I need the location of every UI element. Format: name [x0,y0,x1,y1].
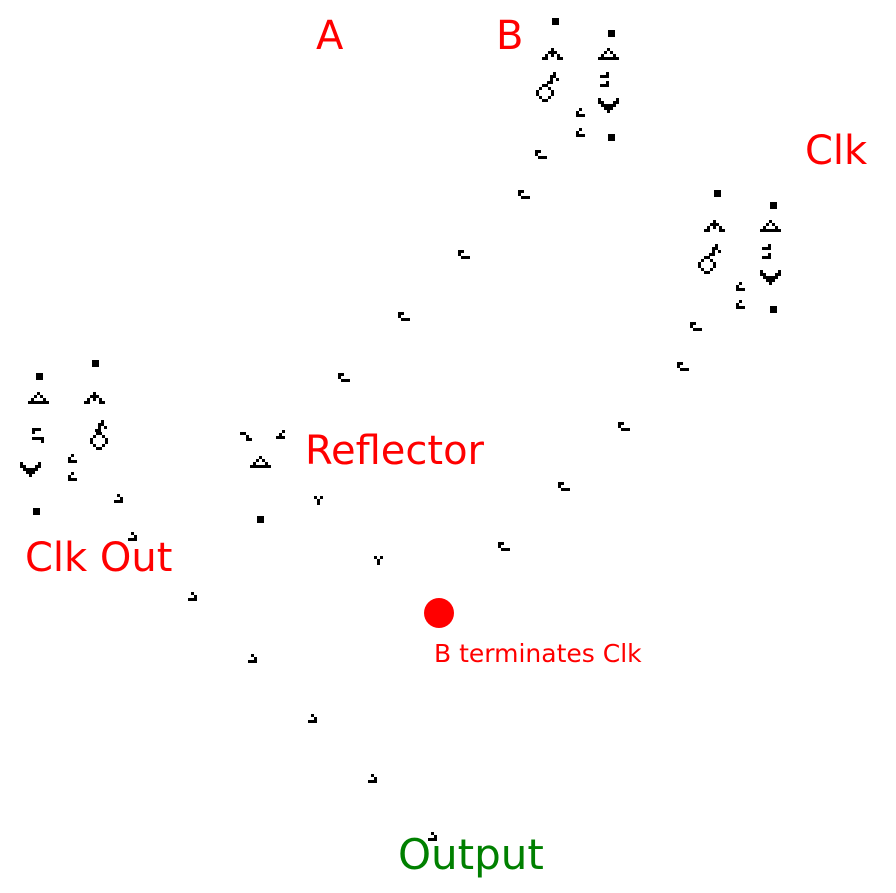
label-output: Output [398,830,544,879]
glider-gun-clk-bracket [762,244,771,259]
glider-stream-a-3 [398,312,410,321]
label-clock-out: Clk Out [25,535,173,581]
glider-stream-clk-3 [558,482,570,491]
glider-stream-a-4 [338,373,350,382]
glider-reflected-0 [314,496,323,505]
clkout-ring [90,432,108,450]
glider-gun-clk-block-top [714,190,721,197]
glider-gun-b-arrow-left [542,48,563,60]
reflector-glider-2 [276,430,285,439]
glider-small-3 [576,128,585,137]
label-input-b: B [496,13,524,59]
glider-gun-clk-drop [709,244,721,256]
glider-gun-b-cup [598,98,619,113]
clkout-bracket [32,428,44,443]
glider-output-0 [188,592,197,601]
glider-clkout-0 [114,494,123,503]
glider-gun-b-drop [547,72,559,84]
glider-output-1 [248,654,257,663]
clkout-block-3 [33,508,40,515]
label-input-a: A [316,13,344,59]
glider-gun-clk-ring [698,256,716,274]
glider-output-4 [428,832,437,841]
glider-gun-clk-block-bottom [770,306,777,313]
glider-gun-b-bracket [600,72,609,87]
label-reflector: Reflector [305,428,485,474]
clkout-block-1 [36,373,43,380]
glider-output-3 [368,774,377,783]
glider-stream-a-0 [535,150,547,159]
glider-clkout-1 [128,532,137,541]
glider-small-4 [736,282,745,291]
glider-small-1 [68,472,77,481]
glider-stream-clk-1 [677,362,689,371]
glider-gun-clk-cup [760,270,781,285]
glider-gun-b-block-bottom [608,134,615,141]
reflector-block [257,516,264,523]
glider-stream-clk-0 [690,322,702,331]
glider-stream-a-1 [518,190,530,199]
clkout-drop [95,420,107,432]
glider-small-2 [576,108,585,117]
reflector-glider-1 [240,432,252,441]
glider-gun-clk-arrow-right [760,220,781,232]
glider-small-0 [68,454,77,463]
glider-gun-b-block-top2 [608,30,615,37]
glider-stream-a-2 [458,250,470,259]
glider-gun-b-block-top [552,18,559,25]
clkout-arrow-left [28,392,49,404]
glider-small-5 [736,300,745,309]
glider-gun-b-arrow-right [598,48,619,60]
red-dot-marker-icon [424,598,454,628]
clkout-cup [20,462,41,477]
glider-reflected-1 [374,556,383,565]
label-b-terminates-clk: B terminates Clk [434,639,642,668]
glider-gun-b-ring [536,84,554,102]
glider-gun-clk-arrow-left [704,220,725,232]
label-clock: Clk [805,128,868,174]
reflector-arrow [250,456,271,468]
clkout-block-2 [92,360,99,367]
glider-stream-clk-4 [498,542,510,551]
glider-stream-clk-2 [618,422,630,431]
glider-gun-clk-block-top2 [770,202,777,209]
glider-output-2 [308,714,317,723]
clkout-arrow-right [84,392,105,404]
